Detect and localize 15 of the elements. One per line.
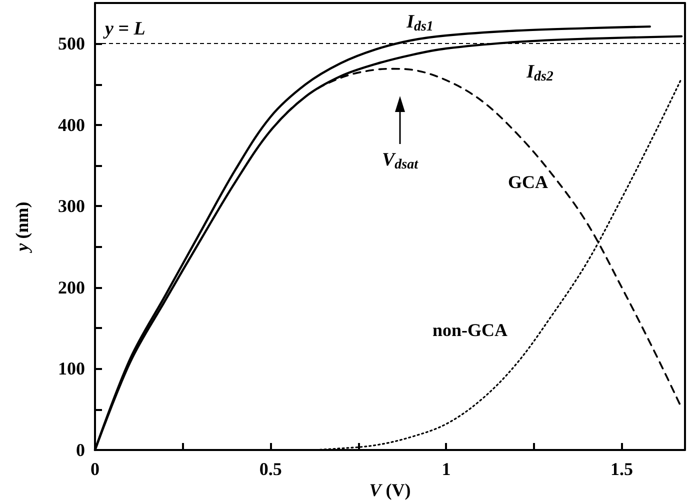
- x-tick-label: 1: [442, 459, 451, 479]
- y-tick-label: 100: [58, 358, 85, 379]
- annotation: GCA: [508, 172, 548, 192]
- x-tick-label: 1.5: [610, 459, 634, 479]
- y-tick-label: 400: [58, 114, 85, 135]
- y-tick-label: 300: [58, 196, 85, 216]
- y-tick-label: 500: [58, 34, 85, 54]
- x-tick-label: 0: [90, 459, 100, 479]
- y-tick-label: 0: [76, 440, 85, 460]
- ref-line-label: y = L: [103, 18, 146, 40]
- y-axis-title: y (nm): [12, 202, 32, 254]
- x-tick-label: 0.5: [259, 459, 282, 479]
- y-tick-label: 200: [58, 277, 85, 298]
- x-axis-title: V (V): [369, 480, 411, 500]
- annotation: non-GCA: [432, 320, 508, 340]
